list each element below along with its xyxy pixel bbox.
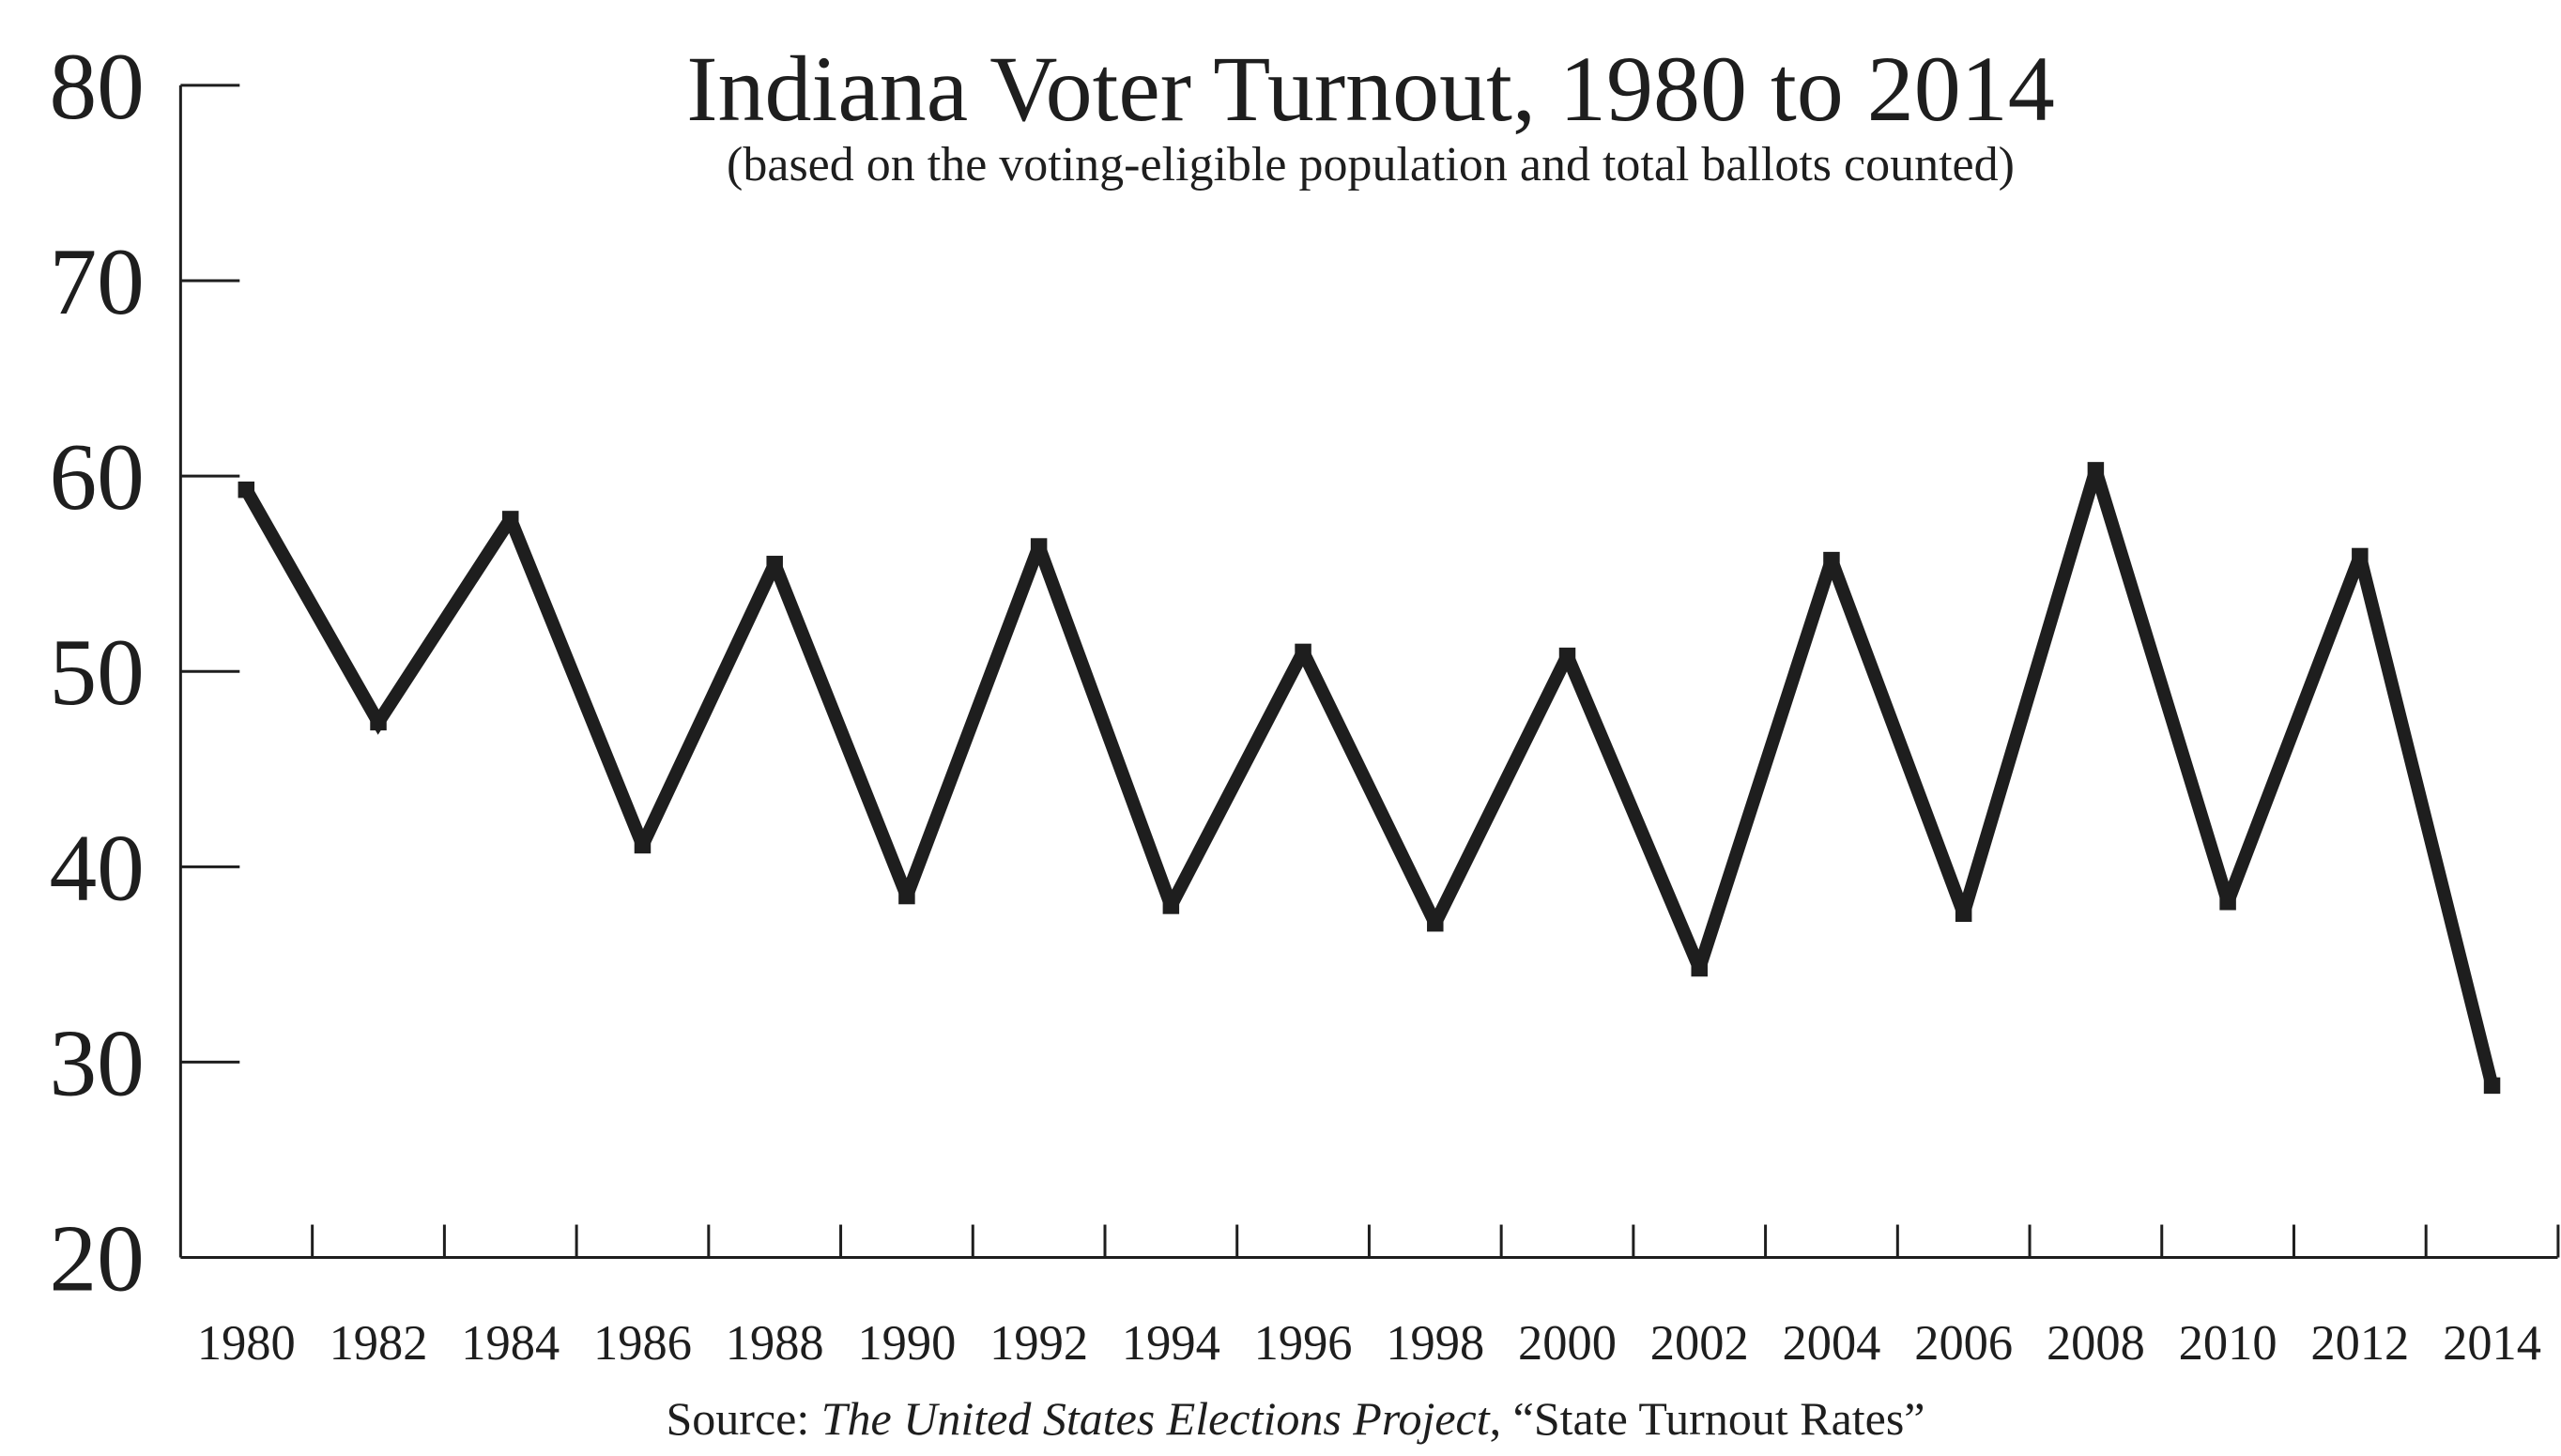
- data-point: [898, 887, 915, 905]
- series-line: [240, 467, 2499, 1088]
- y-tick-label: 40: [49, 815, 144, 920]
- x-tick-label: 1988: [726, 1316, 824, 1371]
- data-point: [2483, 1077, 2501, 1095]
- data-point: [1691, 959, 1708, 977]
- x-tick-label: 1998: [1386, 1316, 1484, 1371]
- data-point: [766, 556, 783, 573]
- x-tick-label: 1984: [461, 1316, 560, 1371]
- x-tick-label: 2014: [2443, 1316, 2541, 1371]
- data-point: [1558, 647, 1576, 665]
- source-prefix: Source:: [667, 1392, 821, 1445]
- y-tick-label: 80: [49, 34, 144, 139]
- data-point: [1823, 551, 1840, 569]
- data-point: [1427, 914, 1444, 932]
- series: [238, 462, 2501, 1095]
- x-tick-label: 2002: [1650, 1316, 1749, 1371]
- data-point: [502, 511, 519, 528]
- y-tick-label: 30: [49, 1010, 144, 1115]
- source-suffix: , “State Turnout Rates”: [1490, 1392, 1925, 1445]
- y-tick-label: 50: [49, 620, 144, 725]
- x-tick-label: 1986: [593, 1316, 692, 1371]
- data-point: [2087, 462, 2105, 479]
- data-point: [634, 836, 652, 854]
- x-tick-label: 1980: [197, 1316, 296, 1371]
- y-tick-label: 60: [49, 424, 144, 529]
- y-tick-label: 70: [49, 229, 144, 334]
- x-ticks: 1980 1982 1984 1986 1988 1990 1992 1994 1996 1998…: [197, 1224, 2560, 1371]
- data-point: [2219, 894, 2236, 911]
- x-tick-label: 2010: [2179, 1316, 2277, 1371]
- y-tick-label: 20: [49, 1205, 144, 1310]
- data-point: [1162, 897, 1180, 914]
- chart-title: Indiana Voter Turnout, 1980 to 2014: [686, 37, 2054, 141]
- chart-subtitle: (based on the voting-eligible population…: [727, 138, 2015, 192]
- x-tick-label: 1996: [1254, 1316, 1353, 1371]
- x-tick-label: 2012: [2310, 1316, 2409, 1371]
- data-point: [1955, 905, 1972, 923]
- data-point: [1030, 538, 1048, 555]
- data-point: [370, 713, 387, 731]
- data-point: [2352, 547, 2369, 565]
- x-tick-label: 1994: [1122, 1316, 1220, 1371]
- x-tick-label: 1982: [330, 1316, 428, 1371]
- data-point: [1295, 643, 1311, 661]
- data-point: [238, 481, 255, 498]
- x-tick-label: 2000: [1518, 1316, 1617, 1371]
- y-ticks: 20 30 40 50 60 70 80: [49, 34, 240, 1310]
- x-tick-label: 2008: [2047, 1316, 2145, 1371]
- x-tick-label: 2006: [1914, 1316, 2013, 1371]
- x-tick-label: 1992: [989, 1316, 1088, 1371]
- x-tick-label: 2004: [1782, 1316, 1880, 1371]
- source-note: Source: The United States Elections Proj…: [667, 1392, 1925, 1445]
- x-tick-label: 1990: [857, 1316, 956, 1371]
- source-title: The United States Elections Project: [821, 1392, 1491, 1445]
- axes: [178, 84, 2558, 1260]
